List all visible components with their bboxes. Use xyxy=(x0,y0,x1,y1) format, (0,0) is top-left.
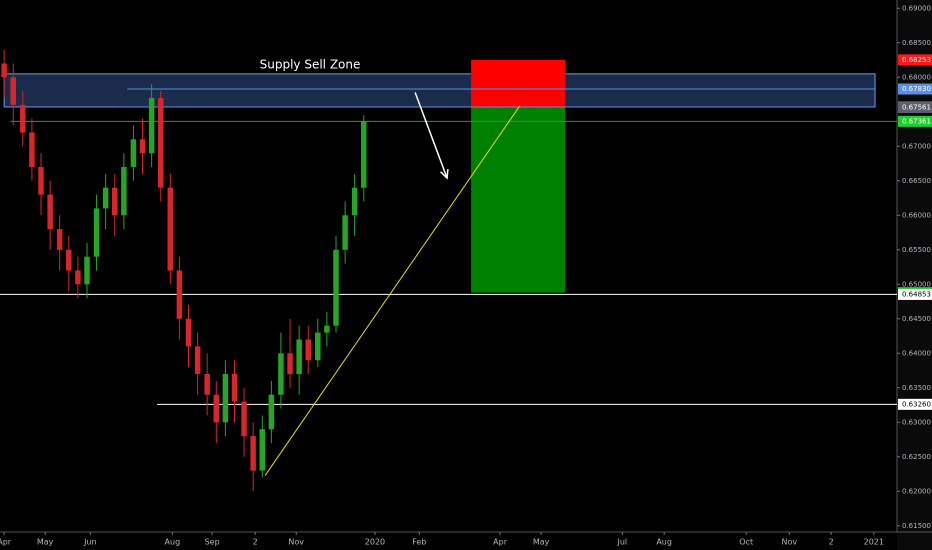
candle-body xyxy=(66,249,72,271)
price-label-box xyxy=(898,102,932,114)
candle-body xyxy=(84,256,90,285)
y-tick-label: 0.62500 xyxy=(902,453,931,461)
candle-body xyxy=(10,77,16,105)
candle-body xyxy=(1,63,7,78)
candle-body xyxy=(158,97,164,188)
candle-body xyxy=(204,373,210,395)
candle-body xyxy=(93,208,100,257)
price-label-box xyxy=(898,115,932,127)
price-label-box xyxy=(898,398,932,410)
candle-body xyxy=(222,373,229,423)
x-tick-label: 2 xyxy=(829,538,834,547)
candle-body xyxy=(333,249,339,326)
price-label-box xyxy=(898,288,932,300)
candle-body xyxy=(296,339,302,374)
x-tick-label: Nov xyxy=(288,538,304,547)
trendline xyxy=(264,105,521,476)
price-axis xyxy=(897,0,932,550)
candle-body xyxy=(139,139,146,154)
x-tick-label: Nov xyxy=(781,538,797,547)
candle-body xyxy=(194,346,201,374)
candle-body xyxy=(268,394,275,430)
price-label: 0.67561 xyxy=(902,104,931,112)
y-tick-label: 0.62000 xyxy=(902,487,931,495)
candle-body xyxy=(287,353,293,374)
x-tick-label: Sep xyxy=(205,538,220,547)
zone-label: Supply Sell Zone xyxy=(260,57,361,71)
price-label: 0.67361 xyxy=(902,117,931,125)
y-tick-label: 0.64000 xyxy=(902,349,931,357)
arrow-head xyxy=(440,168,449,180)
x-tick-label: 2020 xyxy=(365,538,385,547)
x-tick-label: May xyxy=(37,538,54,547)
candle-body xyxy=(351,187,358,216)
candle-body xyxy=(38,166,44,195)
candle-body xyxy=(213,394,220,423)
candle-body xyxy=(361,121,367,188)
price-label: 0.68253 xyxy=(902,56,931,64)
candle-body xyxy=(56,229,63,250)
x-tick-label: Apr xyxy=(0,538,12,547)
candle-body xyxy=(259,429,265,471)
x-tick-label: 2021 xyxy=(864,538,884,547)
candle-body xyxy=(278,353,284,395)
candle-body xyxy=(185,318,192,347)
y-tick-label: 0.68500 xyxy=(902,39,931,47)
y-tick-label: 0.68000 xyxy=(902,73,931,81)
y-tick-label: 0.66500 xyxy=(902,177,931,185)
y-tick-label: 0.64500 xyxy=(902,315,931,323)
candle-body xyxy=(20,104,26,133)
zone xyxy=(471,59,566,108)
x-tick-label: Aug xyxy=(165,538,181,547)
price-label: 0.63260 xyxy=(902,400,931,408)
arrow xyxy=(414,92,448,179)
candle-body xyxy=(324,325,330,333)
candle-body xyxy=(342,215,348,250)
y-tick-label: 0.63000 xyxy=(902,418,931,426)
price-label: 0.67830 xyxy=(902,85,931,93)
candle-body xyxy=(250,436,256,471)
y-tick-label: 0.69000 xyxy=(902,4,931,12)
y-tick-label: 0.63500 xyxy=(902,384,931,392)
candle-body xyxy=(102,187,109,209)
candle-body xyxy=(167,187,174,271)
x-tick-label: Oct xyxy=(739,538,753,547)
x-tick-label: May xyxy=(533,538,550,547)
candle-body xyxy=(231,373,238,402)
y-tick-label: 0.61500 xyxy=(902,522,931,530)
candle-body xyxy=(305,339,311,361)
candle-body xyxy=(148,97,155,154)
candle-body xyxy=(121,166,127,216)
y-tick-label: 0.67000 xyxy=(902,142,931,150)
x-tick-label: Jun xyxy=(83,538,97,547)
candle-body xyxy=(315,332,321,361)
zone xyxy=(471,107,566,293)
x-tick-label: Jul xyxy=(616,538,627,547)
candle-body xyxy=(241,401,247,437)
candle-body xyxy=(112,187,118,216)
x-tick-label: Aug xyxy=(656,538,672,547)
candle-body xyxy=(29,132,35,167)
x-tick-label: Apr xyxy=(493,538,508,547)
x-tick-label: 2 xyxy=(253,538,258,547)
y-tick-label: 0.65500 xyxy=(902,246,931,254)
candle-body xyxy=(130,139,137,167)
zone xyxy=(3,73,876,108)
candle-body xyxy=(75,270,81,285)
y-tick-label: 0.65000 xyxy=(902,280,931,288)
candle-body xyxy=(47,194,53,230)
price-label-box xyxy=(898,83,932,95)
candle-body xyxy=(176,270,183,319)
price-label: 0.64853 xyxy=(902,290,931,298)
y-tick-label: 0.66000 xyxy=(902,211,931,219)
price-label-box xyxy=(898,54,932,66)
x-tick-label: Feb xyxy=(412,538,426,547)
